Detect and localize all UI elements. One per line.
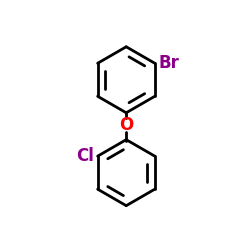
Text: O: O: [119, 116, 133, 134]
Text: Br: Br: [158, 54, 179, 72]
Text: Cl: Cl: [76, 147, 94, 165]
